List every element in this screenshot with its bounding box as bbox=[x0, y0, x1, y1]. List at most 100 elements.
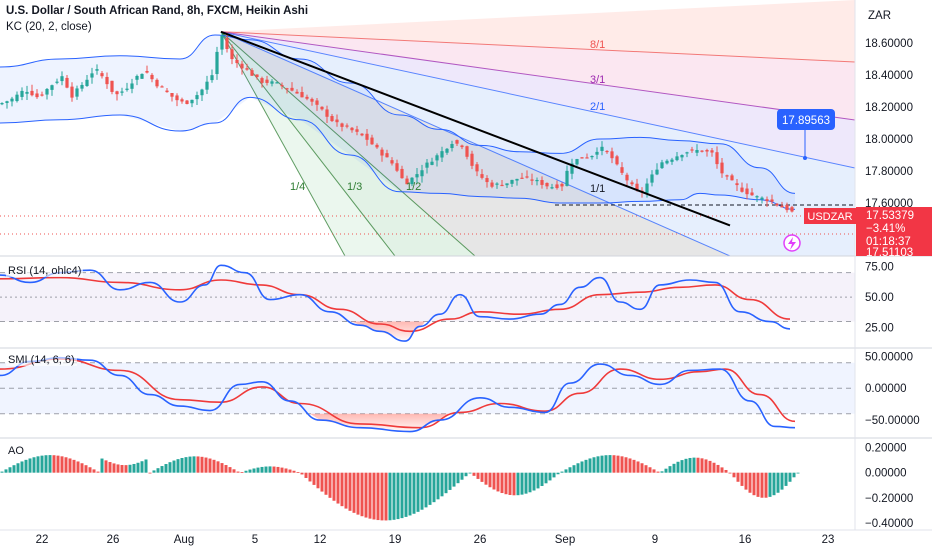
candle[interactable] bbox=[365, 128, 369, 146]
candle[interactable] bbox=[300, 86, 304, 98]
candle[interactable] bbox=[15, 91, 19, 103]
candle[interactable] bbox=[100, 71, 104, 79]
candle[interactable] bbox=[230, 44, 234, 65]
candle[interactable] bbox=[280, 82, 284, 90]
candle[interactable] bbox=[450, 140, 454, 152]
candle[interactable] bbox=[630, 180, 634, 187]
candle[interactable] bbox=[590, 155, 594, 160]
candle[interactable] bbox=[775, 202, 779, 207]
gann-line-5[interactable] bbox=[220, 31, 396, 256]
candle[interactable] bbox=[500, 180, 504, 187]
candle[interactable] bbox=[565, 165, 569, 187]
candle[interactable] bbox=[200, 88, 204, 101]
candle[interactable] bbox=[165, 88, 169, 93]
candle[interactable] bbox=[570, 158, 574, 180]
candle[interactable] bbox=[25, 85, 29, 100]
candle[interactable] bbox=[220, 31, 224, 55]
rsi-signal-line[interactable] bbox=[0, 276, 791, 333]
candle[interactable] bbox=[190, 99, 194, 108]
candle[interactable] bbox=[180, 97, 184, 104]
candle[interactable] bbox=[715, 146, 719, 169]
candle[interactable] bbox=[575, 158, 579, 166]
candle[interactable] bbox=[445, 148, 449, 155]
candle[interactable] bbox=[415, 167, 419, 183]
candle[interactable] bbox=[85, 75, 89, 87]
rsi-panel[interactable] bbox=[0, 264, 855, 342]
candle[interactable] bbox=[205, 75, 209, 95]
candle[interactable] bbox=[470, 150, 474, 170]
candle[interactable] bbox=[35, 89, 39, 99]
candle[interactable] bbox=[20, 87, 24, 101]
candle[interactable] bbox=[105, 72, 109, 89]
candle[interactable] bbox=[95, 64, 99, 75]
candle[interactable] bbox=[615, 154, 619, 166]
candle[interactable] bbox=[10, 96, 14, 107]
candle[interactable] bbox=[595, 147, 599, 160]
candle[interactable] bbox=[30, 84, 34, 97]
candle[interactable] bbox=[45, 88, 49, 100]
candle[interactable] bbox=[60, 71, 64, 86]
candle[interactable] bbox=[620, 162, 624, 176]
candle[interactable] bbox=[310, 97, 314, 106]
candle[interactable] bbox=[320, 106, 324, 111]
candle[interactable] bbox=[235, 54, 239, 68]
candle[interactable] bbox=[425, 158, 429, 174]
y-axis[interactable]: ZAR 18.60000 18.40000 18.20000 18.00000 17.80… bbox=[804, 10, 932, 530]
candle[interactable] bbox=[525, 170, 529, 179]
candle[interactable] bbox=[175, 93, 179, 107]
candle[interactable] bbox=[505, 183, 509, 189]
candle[interactable] bbox=[690, 146, 694, 153]
candle[interactable] bbox=[655, 163, 659, 176]
candle[interactable] bbox=[135, 74, 139, 86]
candle[interactable] bbox=[430, 157, 434, 166]
trend-line[interactable] bbox=[220, 30, 731, 227]
candle[interactable] bbox=[355, 125, 359, 136]
candle[interactable] bbox=[680, 154, 684, 162]
smi-signal-line[interactable] bbox=[0, 358, 796, 429]
candle[interactable] bbox=[90, 67, 94, 84]
candle[interactable] bbox=[750, 188, 754, 196]
candle[interactable] bbox=[460, 144, 464, 150]
candle[interactable] bbox=[65, 75, 69, 89]
candle[interactable] bbox=[40, 91, 44, 97]
candle[interactable] bbox=[70, 82, 74, 102]
candle[interactable] bbox=[215, 46, 219, 80]
candle[interactable] bbox=[360, 133, 364, 137]
gann-line-2[interactable] bbox=[220, 31, 855, 169]
candle[interactable] bbox=[225, 31, 229, 53]
gann-line-3[interactable] bbox=[220, 31, 731, 256]
smi-line[interactable] bbox=[0, 356, 796, 433]
candle[interactable] bbox=[650, 170, 654, 187]
candle[interactable] bbox=[435, 153, 439, 167]
rsi-line[interactable] bbox=[0, 264, 791, 342]
candle[interactable] bbox=[170, 92, 174, 102]
candle[interactable] bbox=[75, 85, 79, 100]
candle[interactable] bbox=[125, 82, 129, 92]
kc-lower-line[interactable] bbox=[0, 96, 796, 210]
candle[interactable] bbox=[395, 159, 399, 173]
candle[interactable] bbox=[305, 94, 309, 101]
candle[interactable] bbox=[270, 79, 274, 87]
smi-panel[interactable] bbox=[0, 356, 855, 433]
candle[interactable] bbox=[285, 87, 289, 94]
candle[interactable] bbox=[115, 90, 119, 101]
candle[interactable] bbox=[0, 102, 4, 106]
candle[interactable] bbox=[770, 194, 774, 204]
candle[interactable] bbox=[155, 78, 159, 89]
candle[interactable] bbox=[385, 149, 389, 158]
candle[interactable] bbox=[760, 196, 764, 204]
candle[interactable] bbox=[295, 89, 299, 94]
candle[interactable] bbox=[580, 157, 584, 159]
candle[interactable] bbox=[480, 169, 484, 180]
lightning-icon[interactable] bbox=[783, 234, 801, 252]
downtrend-line[interactable] bbox=[220, 30, 731, 227]
candle[interactable] bbox=[375, 143, 379, 149]
candle[interactable] bbox=[370, 134, 374, 145]
candle[interactable] bbox=[725, 174, 729, 180]
candle[interactable] bbox=[140, 73, 144, 79]
candle[interactable] bbox=[275, 81, 279, 84]
candle[interactable] bbox=[195, 91, 199, 105]
kc-upper-line[interactable] bbox=[0, 34, 796, 194]
candle[interactable] bbox=[55, 78, 59, 85]
